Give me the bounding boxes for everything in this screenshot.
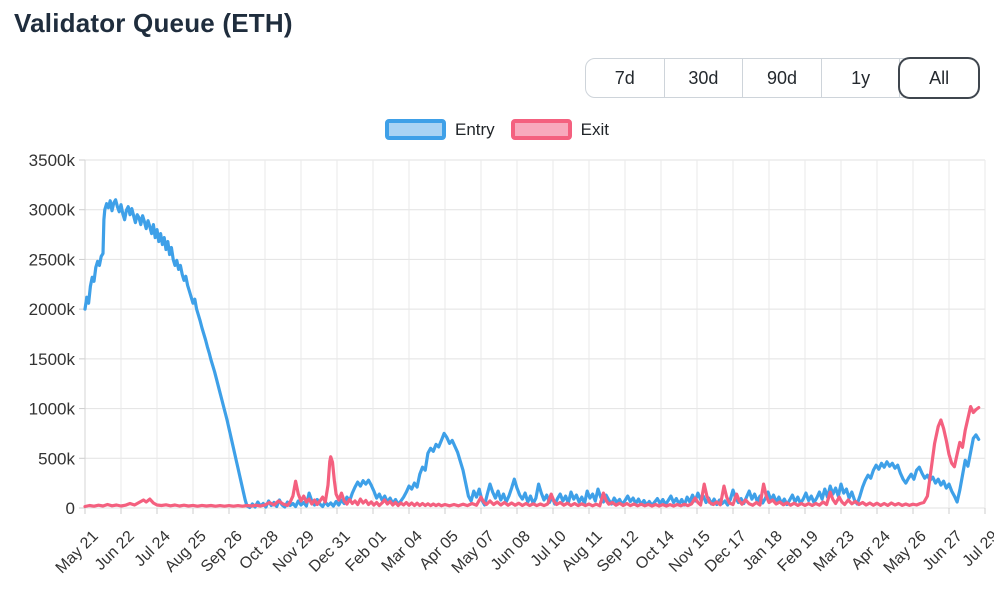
validator-queue-chart[interactable]: 0 500k 1000k 1500k 2000k 2500k 3000k 3500k May 2… xyxy=(0,140,994,600)
svg-text:2000k: 2000k xyxy=(29,300,76,319)
page-title: Validator Queue (ETH) xyxy=(14,8,293,38)
legend-item-entry[interactable]: Entry xyxy=(384,119,495,140)
svg-text:Jun 27: Jun 27 xyxy=(920,528,966,574)
svg-text:Sep 12: Sep 12 xyxy=(594,528,642,576)
chart-legend: Entry Exit xyxy=(0,119,994,140)
svg-text:Jul 29: Jul 29 xyxy=(960,528,994,570)
time-range-90d[interactable]: 90d xyxy=(743,59,822,97)
legend-entry-label: Entry xyxy=(454,119,495,139)
svg-text:Jun 22: Jun 22 xyxy=(92,528,138,574)
svg-text:1500k: 1500k xyxy=(29,350,76,369)
svg-text:1000k: 1000k xyxy=(29,400,76,419)
svg-text:Jun 08: Jun 08 xyxy=(488,528,534,574)
svg-text:Mar 04: Mar 04 xyxy=(379,528,426,575)
time-range-all[interactable]: All xyxy=(900,59,978,97)
svg-text:3500k: 3500k xyxy=(29,151,76,170)
svg-text:2500k: 2500k xyxy=(29,250,76,269)
time-range-30d[interactable]: 30d xyxy=(665,59,744,97)
legend-item-exit[interactable]: Exit xyxy=(510,119,610,140)
svg-text:500k: 500k xyxy=(38,449,75,468)
svg-text:3000k: 3000k xyxy=(29,201,76,220)
entry-series-swatch-icon xyxy=(384,119,446,140)
svg-text:0: 0 xyxy=(66,499,75,518)
time-range-group: 7d 30d 90d 1y All xyxy=(585,58,979,98)
svg-text:Sep 26: Sep 26 xyxy=(198,528,246,576)
svg-text:Mar 23: Mar 23 xyxy=(811,528,858,575)
legend-exit-label: Exit xyxy=(580,119,610,139)
svg-text:May 21: May 21 xyxy=(53,528,102,577)
time-range-7d[interactable]: 7d xyxy=(586,59,665,97)
time-range-1y[interactable]: 1y xyxy=(822,59,901,97)
exit-series-swatch-icon xyxy=(510,119,572,140)
svg-text:Dec 17: Dec 17 xyxy=(702,528,750,576)
